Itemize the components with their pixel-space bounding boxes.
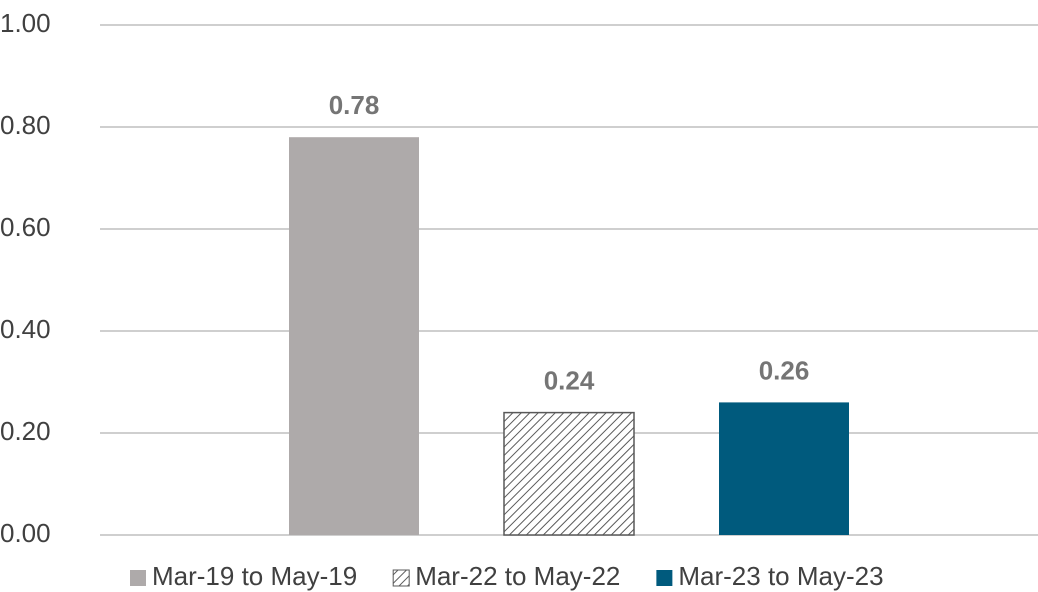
data-label: 0.78 xyxy=(329,90,380,120)
y-tick-label: 0.40 xyxy=(0,314,51,344)
bar xyxy=(289,137,419,535)
legend-label: Mar-19 to May-19 xyxy=(152,561,357,591)
y-tick-label: 0.80 xyxy=(0,110,51,140)
bar xyxy=(503,411,635,536)
legend-label: Mar-23 to May-23 xyxy=(678,561,883,591)
y-tick-label: 0.60 xyxy=(0,212,51,242)
data-label: 0.24 xyxy=(544,365,595,395)
legend-swatch xyxy=(130,570,146,586)
label-bg xyxy=(531,361,607,400)
label-bg xyxy=(316,86,392,125)
y-tick-label: 0.00 xyxy=(0,518,51,548)
label-bg xyxy=(746,351,822,390)
legend-label: Mar-22 to May-22 xyxy=(415,561,620,591)
legend-swatch xyxy=(656,570,673,586)
y-tick-label: 1.00 xyxy=(0,8,51,38)
bar xyxy=(719,402,849,535)
legend-swatch xyxy=(392,569,410,587)
y-tick-label: 0.20 xyxy=(0,416,51,446)
data-label: 0.26 xyxy=(759,355,810,385)
